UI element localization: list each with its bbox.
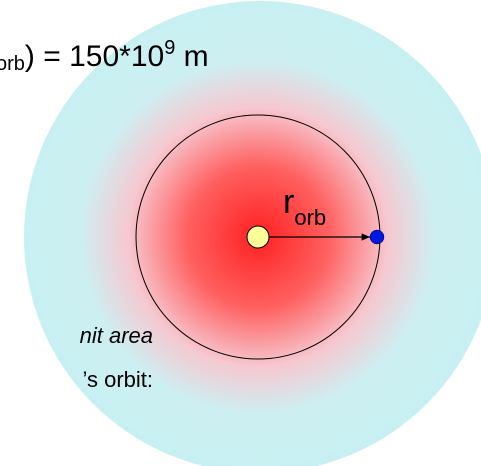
- diagram: rorb orb) = 150*109 m nit area ’s orbit:: [0, 0, 481, 466]
- top-subscript: orb: [0, 53, 25, 75]
- top-superscript: 9: [164, 37, 175, 59]
- radius-subscript: orb: [294, 205, 326, 230]
- sun: [247, 226, 269, 248]
- earth: [370, 230, 384, 244]
- top-main: ) = 150*10: [25, 40, 164, 73]
- top-unit: m: [175, 40, 208, 73]
- radius-symbol: r: [283, 183, 294, 221]
- top-equation: orb) = 150*109 m: [0, 37, 209, 75]
- side-text-line2: ’s orbit:: [82, 367, 153, 392]
- side-text-line1: nit area: [80, 323, 153, 348]
